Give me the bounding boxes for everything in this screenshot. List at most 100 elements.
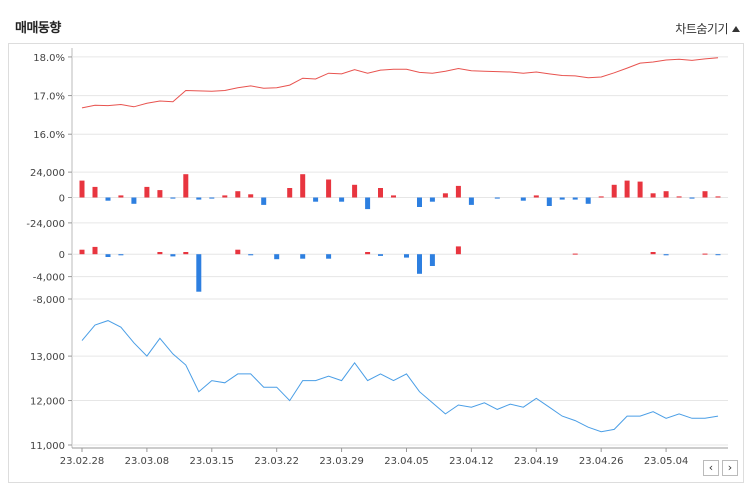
x-tick-label: 23.02.28	[60, 456, 105, 467]
volume-bar	[235, 191, 241, 198]
prev-button[interactable]: ‹	[703, 460, 719, 476]
volume-bar	[455, 246, 461, 255]
volume-bar	[650, 193, 656, 198]
volume-bar	[365, 252, 371, 255]
volume-bar	[598, 196, 604, 198]
volume-bar	[144, 186, 150, 198]
volume-bar	[611, 184, 617, 198]
volume-bar	[326, 179, 332, 198]
x-tick-label: 23.04.19	[514, 456, 559, 467]
volume-bar	[650, 252, 656, 255]
volume-bar	[157, 252, 163, 255]
x-tick-label: 23.04.12	[449, 456, 494, 467]
volume-bar	[235, 249, 241, 255]
volume-bar	[676, 196, 682, 198]
volume-bar	[105, 197, 111, 201]
y-tick-label: 24,000	[30, 168, 65, 179]
volume-bar	[131, 197, 137, 204]
y-tick-label: -4,000	[33, 273, 65, 284]
volume-bar	[404, 254, 409, 258]
volume-bar	[663, 191, 669, 198]
hide-chart-toggle[interactable]: 차트숨기기	[675, 20, 740, 37]
volume-bar	[663, 254, 669, 256]
volume-bar	[715, 196, 721, 198]
next-button[interactable]: ›	[722, 460, 738, 476]
section-title: 매매동향	[15, 21, 61, 36]
y-tick-label: 13,000	[30, 352, 65, 363]
volume-bar	[637, 181, 643, 198]
volume-bar	[429, 254, 435, 266]
x-tick-label: 23.03.08	[125, 456, 170, 467]
x-tick-label: 23.04.26	[579, 456, 624, 467]
volume-bar	[546, 197, 552, 206]
volume-bar	[183, 174, 189, 198]
volume-bar	[468, 197, 474, 205]
y-tick-label: -24,000	[26, 219, 65, 230]
volume-bar	[417, 197, 422, 207]
volume-bar	[326, 254, 332, 259]
x-tick-label: 23.03.29	[319, 456, 364, 467]
volume-bar	[92, 246, 98, 255]
volume-bar	[248, 254, 254, 256]
volume-bar	[118, 254, 124, 256]
volume-bar	[365, 197, 371, 210]
volume-bar	[339, 197, 345, 202]
volume-bar	[559, 197, 565, 200]
y-tick-label: 17.0%	[33, 92, 65, 103]
volume-bar	[92, 186, 98, 198]
volume-bar	[455, 185, 461, 198]
volume-bar	[248, 194, 254, 198]
volume-bar	[209, 197, 215, 199]
volume-bar	[300, 174, 306, 198]
volume-bar	[417, 254, 422, 274]
volume-bar	[170, 254, 176, 257]
volume-bar	[352, 184, 358, 198]
volume-bar	[702, 253, 708, 255]
volume-bar	[105, 254, 111, 257]
volume-bar	[196, 197, 202, 200]
volume-bar	[442, 193, 448, 198]
volume-bar	[118, 195, 124, 198]
volume-bar	[391, 195, 396, 198]
volume-bar	[715, 254, 721, 256]
y-tick-label: -8,000	[33, 295, 65, 306]
y-tick-label: 0	[59, 250, 65, 261]
chart-panel	[8, 43, 744, 483]
volume-bar	[274, 254, 280, 260]
volume-bar	[157, 190, 163, 198]
y-tick-label: 16.0%	[33, 130, 65, 141]
volume-bar	[689, 197, 695, 199]
volume-bar	[313, 197, 319, 202]
volume-bar	[170, 197, 176, 199]
volume-bar	[287, 188, 293, 198]
volume-bar	[378, 188, 383, 198]
volume-bar	[702, 191, 708, 198]
volume-bar	[533, 195, 539, 198]
volume-bar	[196, 254, 202, 292]
volume-bar	[572, 253, 578, 255]
price-series-line	[81, 320, 719, 433]
volume-bar	[261, 197, 267, 205]
x-tick-label: 23.05.04	[644, 456, 689, 467]
volume-bar	[222, 195, 228, 198]
triangle-up-icon	[732, 25, 740, 32]
y-tick-label: 11,000	[30, 441, 65, 452]
volume-bar	[79, 180, 85, 198]
volume-bar	[183, 252, 189, 255]
x-tick-label: 23.03.15	[190, 456, 235, 467]
hide-chart-label: 차트숨기기	[675, 22, 728, 36]
percent-series-line	[81, 57, 719, 109]
volume-bar	[378, 254, 383, 256]
volume-bar	[300, 254, 306, 259]
volume-bar	[429, 197, 435, 202]
volume-bar	[624, 180, 630, 198]
y-tick-label: 18.0%	[33, 53, 65, 64]
volume-bar	[494, 197, 500, 199]
volume-bar	[572, 197, 578, 200]
x-tick-label: 23.03.22	[254, 456, 299, 467]
volume-bar	[79, 249, 85, 255]
y-tick-label: 0	[59, 194, 65, 205]
volume-bar	[520, 197, 526, 201]
x-tick-label: 23.04.05	[384, 456, 429, 467]
